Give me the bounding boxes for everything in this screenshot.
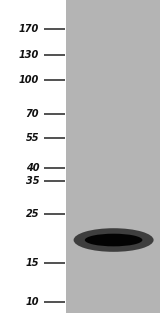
Text: 35: 35 xyxy=(26,176,39,186)
Ellipse shape xyxy=(85,234,142,246)
Ellipse shape xyxy=(74,228,154,252)
Text: 40: 40 xyxy=(26,163,39,173)
Text: 100: 100 xyxy=(19,75,39,85)
Text: 15: 15 xyxy=(26,258,39,268)
Text: 170: 170 xyxy=(19,24,39,34)
Text: 55: 55 xyxy=(26,132,39,142)
Text: 10: 10 xyxy=(26,297,39,307)
Text: 130: 130 xyxy=(19,50,39,59)
Text: 70: 70 xyxy=(26,109,39,119)
FancyBboxPatch shape xyxy=(66,0,160,313)
Text: 25: 25 xyxy=(26,208,39,218)
